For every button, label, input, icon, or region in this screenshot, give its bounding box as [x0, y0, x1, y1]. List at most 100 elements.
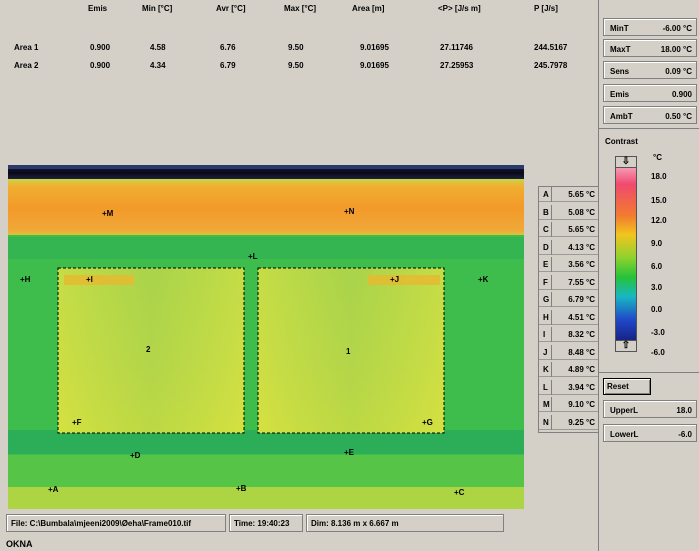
scale-up-arrow-icon[interactable]: ⇩	[615, 156, 637, 168]
point-divider	[551, 239, 552, 255]
cell-area: 9.01695	[360, 61, 389, 70]
point-reading-row: M 9.10 °C	[539, 397, 599, 412]
point-letter: H	[543, 312, 549, 322]
emissivity-field[interactable]: Emis 0.900	[603, 84, 697, 102]
point-reading-row: E 3.56 °C	[539, 257, 599, 272]
point-divider	[551, 414, 552, 430]
point-letter: N	[543, 417, 549, 427]
stats-row-area-2: Area 2 0.900 4.34 6.79 9.50 9.01695 27.2…	[0, 61, 598, 73]
marker-d[interactable]: +D	[130, 451, 141, 460]
marker-a[interactable]: +A	[48, 485, 59, 494]
point-value: 5.65 °C	[568, 190, 595, 199]
point-value: 9.25 °C	[568, 417, 595, 427]
scale-label: 12.0	[651, 216, 667, 225]
reset-button[interactable]: Reset	[603, 378, 651, 395]
right-settings-panel: MinT -6.00 °C MaxT 18.00 °C Sens 0.09 °C…	[598, 0, 699, 551]
col-header-emis: Emis	[88, 4, 108, 13]
marker-j[interactable]: +J	[390, 275, 400, 284]
point-divider	[551, 222, 552, 237]
ambient-temp-field[interactable]: AmbT 0.50 °C	[603, 106, 697, 124]
color-scale-bar[interactable]	[615, 156, 637, 352]
point-value: 4.89 °C	[568, 365, 595, 374]
marker-g[interactable]: +G	[422, 418, 433, 427]
field-label: MaxT	[610, 45, 631, 54]
point-reading-row: I 8.32 °C	[539, 327, 599, 342]
area-1-label[interactable]: 1	[346, 347, 351, 356]
point-letter: L	[543, 382, 548, 392]
cell-p-avg: 27.11746	[440, 43, 473, 52]
marker-i[interactable]: +I	[86, 275, 93, 284]
point-reading-row: L 3.94 °C	[539, 379, 599, 395]
point-value: 9.10 °C	[568, 400, 595, 409]
col-header-p: P [J/s]	[534, 4, 558, 13]
point-letter: A	[543, 190, 549, 199]
col-header-max: Max [°C]	[284, 4, 317, 13]
lower-limit-field[interactable]: LowerL -6.0	[603, 424, 697, 442]
field-label: Emis	[610, 90, 630, 99]
marker-e[interactable]: +E	[344, 448, 355, 457]
point-reading-row: K 4.89 °C	[539, 362, 599, 377]
point-value: 8.48 °C	[568, 347, 595, 357]
point-divider	[551, 379, 552, 395]
marker-b[interactable]: +B	[236, 484, 247, 493]
area-2-label[interactable]: 2	[146, 345, 151, 354]
marker-c[interactable]: +C	[454, 488, 465, 497]
point-divider	[551, 327, 552, 342]
max-temp-field[interactable]: MaxT 18.00 °C	[603, 39, 697, 57]
panel-divider	[599, 372, 699, 373]
point-letter: K	[543, 365, 549, 374]
thermal-image[interactable]: +M +N +L +H +I +J +K +F +G +D +E +A +B +…	[8, 165, 524, 509]
stats-header-row: Emis Min [°C] Avr [°C] Max [°C] Area [m]…	[0, 0, 598, 13]
point-reading-row: J 8.48 °C	[539, 344, 599, 360]
file-path-field: File: C:\Bumbala\mjeeni2009\Øeha\Frame01…	[6, 514, 226, 532]
point-letter: C	[543, 225, 549, 234]
row-label: Area 2	[14, 61, 39, 70]
field-value: 18.0	[676, 406, 692, 415]
dimension-field: Dim: 8.136 m x 6.667 m	[306, 514, 504, 532]
cell-p: 244.5167	[534, 43, 568, 52]
cell-max: 9.50	[288, 43, 304, 52]
field-value: 0.09 °C	[665, 67, 692, 76]
thermal-image-canvas	[8, 165, 524, 509]
field-label: Sens	[610, 67, 630, 76]
upper-limit-field[interactable]: UpperL 18.0	[603, 400, 697, 418]
cell-emis: 0.900	[90, 43, 111, 52]
cell-min: 4.34	[150, 61, 166, 70]
marker-k[interactable]: +K	[478, 275, 489, 284]
point-divider	[551, 257, 552, 272]
scale-label: 0.0	[651, 305, 663, 314]
point-reading-row: B 5.08 °C	[539, 204, 599, 220]
scale-unit-label: °C	[653, 153, 662, 162]
point-value: 4.51 °C	[568, 312, 595, 322]
point-value: 5.08 °C	[568, 207, 595, 217]
col-header-avr: Avr [°C]	[216, 4, 246, 13]
point-divider	[551, 344, 552, 360]
point-value: 8.32 °C	[568, 330, 595, 339]
point-divider	[551, 292, 552, 307]
field-label: MinT	[610, 24, 629, 33]
sensitivity-field[interactable]: Sens 0.09 °C	[603, 61, 697, 79]
marker-f[interactable]: +F	[72, 418, 82, 427]
field-value: 0.50 °C	[665, 112, 692, 121]
scale-label: 15.0	[651, 196, 667, 205]
field-value: -6.0	[678, 430, 692, 439]
point-readings-table: A 5.65 °C B 5.08 °C C 5.65 °C D 4.13 °C E 3.56 °C…	[538, 186, 600, 433]
point-value: 6.79 °C	[568, 295, 595, 304]
min-temp-field[interactable]: MinT -6.00 °C	[603, 18, 697, 36]
field-label: LowerL	[610, 430, 639, 439]
row-label: Area 1	[14, 43, 39, 52]
cell-area: 9.01695	[360, 43, 389, 52]
point-divider	[551, 362, 552, 377]
scale-down-arrow-icon[interactable]: ⇧	[615, 340, 637, 352]
marker-m[interactable]: +M	[102, 209, 114, 218]
point-reading-row: C 5.65 °C	[539, 222, 599, 237]
marker-n[interactable]: +N	[344, 207, 355, 216]
point-reading-row: D 4.13 °C	[539, 239, 599, 255]
marker-h[interactable]: +H	[20, 275, 31, 284]
status-bar: File: C:\Bumbala\mjeeni2009\Øeha\Frame01…	[0, 510, 598, 551]
point-value: 5.65 °C	[568, 225, 595, 234]
contrast-label: Contrast	[605, 137, 638, 146]
cell-p-avg: 27.25953	[440, 61, 474, 70]
marker-l[interactable]: +L	[248, 252, 258, 261]
point-divider	[551, 274, 552, 290]
